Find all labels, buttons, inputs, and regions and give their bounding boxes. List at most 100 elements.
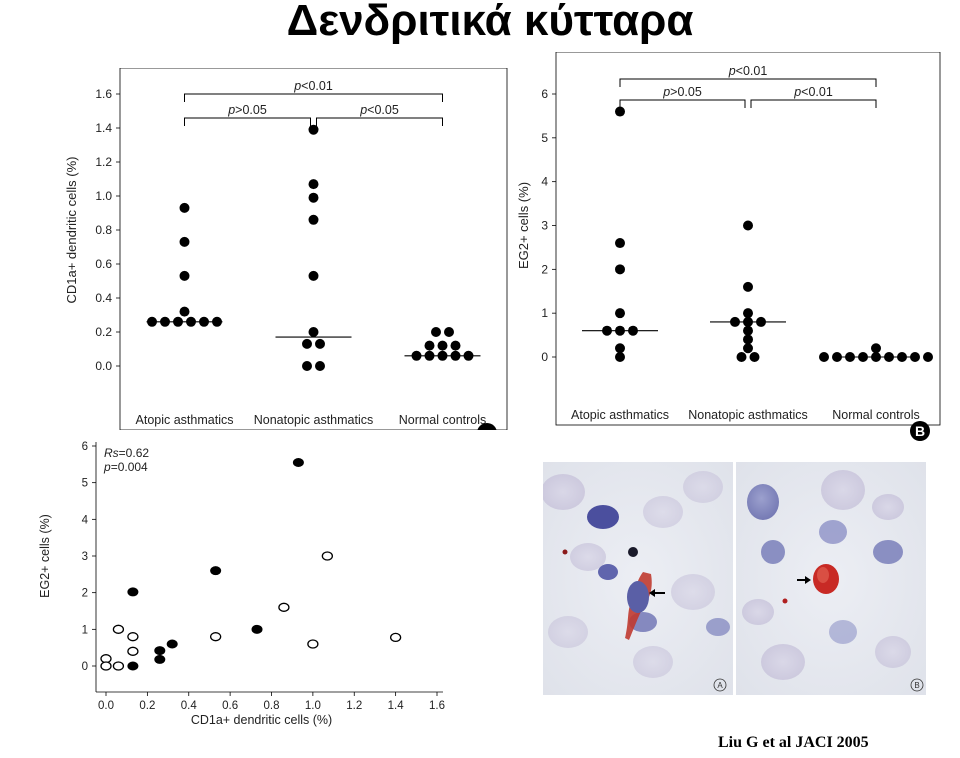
x-tick-label: 1.0 bbox=[305, 700, 321, 712]
x-tick-label: 0.4 bbox=[181, 700, 198, 712]
data-point bbox=[743, 220, 753, 231]
data-point bbox=[832, 352, 842, 362]
arrow-head bbox=[805, 576, 811, 584]
data-point-open bbox=[321, 551, 334, 561]
panel-c-correlation-chart: 0 1 2 3 4 5 6 0.0 0.2 0.4 0.6 0.8 1.0 1.2 1.4 1.6 CD1a+ … bbox=[30, 437, 460, 753]
significance-bracket bbox=[619, 78, 877, 87]
cell bbox=[633, 646, 673, 678]
data-point-filled bbox=[210, 566, 222, 576]
x-tick-label: 0.0 bbox=[98, 700, 114, 712]
y-tick-label: 0.4 bbox=[95, 291, 112, 305]
y-tick-label: 1.2 bbox=[95, 155, 112, 169]
y-tick-label: 0.0 bbox=[95, 359, 112, 373]
data-point bbox=[315, 361, 325, 371]
significance-label: p>0.05 bbox=[227, 103, 267, 117]
y-tick-label: 0.2 bbox=[95, 325, 112, 339]
data-point bbox=[871, 343, 881, 354]
panel-b-eg2-chart: 0 1 2 3 4 5 6 EG2+ cells (%) Atopic asthmatics No… bbox=[512, 51, 942, 442]
cell bbox=[747, 484, 779, 520]
panel-b-svg: 0 1 2 3 4 5 6 EG2+ cells (%) Atopic asthmatics No… bbox=[516, 51, 941, 441]
data-point bbox=[308, 214, 319, 225]
y-tick-label: 6 bbox=[541, 87, 548, 101]
cell bbox=[541, 474, 585, 510]
data-point bbox=[308, 327, 319, 337]
x-tick-label: 1.6 bbox=[429, 700, 445, 712]
data-point bbox=[437, 340, 448, 351]
panel-badge-label: B bbox=[915, 423, 925, 439]
data-point-open bbox=[307, 639, 319, 649]
micrograph-svg: A B bbox=[541, 462, 926, 695]
panel-badge bbox=[910, 421, 930, 441]
data-point bbox=[308, 192, 319, 203]
data-point bbox=[743, 325, 753, 336]
cell bbox=[821, 470, 865, 510]
y-tick-label: 0 bbox=[541, 350, 548, 364]
y-tick-label: 0.8 bbox=[95, 223, 112, 237]
y-tick-label: 1.6 bbox=[95, 87, 112, 101]
cell bbox=[706, 618, 730, 636]
data-point bbox=[615, 264, 625, 275]
significance-bracket bbox=[184, 117, 311, 126]
data-point bbox=[308, 270, 319, 281]
data-point bbox=[179, 270, 190, 281]
category-label: Normal controls bbox=[832, 408, 920, 422]
significance-bracket bbox=[184, 93, 443, 102]
x-tick-label: 0.8 bbox=[264, 700, 280, 712]
cell bbox=[829, 620, 857, 644]
micrograph-left-label: A bbox=[717, 681, 723, 690]
data-point-filled bbox=[292, 458, 304, 467]
eosinophil-core bbox=[817, 567, 829, 583]
data-point bbox=[743, 308, 753, 319]
data-point bbox=[743, 343, 753, 354]
y-tick-label: 3 bbox=[82, 551, 88, 563]
data-point bbox=[615, 308, 625, 319]
panel-label-circle bbox=[713, 678, 727, 692]
data-point bbox=[615, 238, 625, 249]
data-point bbox=[736, 352, 747, 362]
y-axis-label: EG2+ cells (%) bbox=[516, 182, 531, 269]
x-tick-label: 0.2 bbox=[139, 700, 155, 712]
stat-annotation: Rs=0.62 bbox=[104, 446, 149, 460]
panel-a-svg: 0.0 0.2 0.4 0.6 0.8 1.0 1.2 1.4 1.6 CD1a+ dendrit… bbox=[64, 67, 508, 433]
x-tick-label: 1.2 bbox=[346, 700, 362, 712]
x-tick-label: 0.6 bbox=[222, 700, 238, 712]
panel-a-cd1a-chart: 0.0 0.2 0.4 0.6 0.8 1.0 1.2 1.4 1.6 CD1a+ dendrit… bbox=[62, 67, 510, 433]
data-point bbox=[615, 352, 625, 362]
panel-label-circle bbox=[910, 678, 924, 692]
cell bbox=[598, 564, 618, 580]
category-label: Nonatopic asthmatics bbox=[254, 413, 374, 427]
citation: Liu G et al JACI 2005 bbox=[718, 734, 869, 751]
x-axis-label: CD1a+ dendritic cells (%) bbox=[191, 713, 332, 727]
data-point bbox=[450, 340, 461, 351]
data-point bbox=[302, 361, 312, 371]
data-point bbox=[819, 352, 829, 362]
y-tick-label: 1.0 bbox=[95, 189, 112, 203]
data-point bbox=[749, 352, 760, 362]
data-point bbox=[910, 352, 920, 362]
cell bbox=[643, 496, 683, 528]
cell bbox=[761, 644, 805, 680]
data-point-open bbox=[209, 632, 222, 642]
cell bbox=[587, 505, 619, 529]
data-point-filled bbox=[251, 624, 263, 634]
data-point-open bbox=[112, 624, 125, 634]
panel-c-svg: 0 1 2 3 4 5 6 0.0 0.2 0.4 0.6 0.8 1.0 1.2 1.4 1.6 CD1a+ … bbox=[38, 441, 445, 727]
data-point bbox=[179, 202, 190, 213]
cell bbox=[570, 543, 606, 571]
y-tick-label: 4 bbox=[82, 514, 89, 526]
data-point bbox=[444, 327, 454, 337]
significance-label: p<0.01 bbox=[293, 79, 333, 93]
y-tick-label: 5 bbox=[541, 131, 548, 145]
stat-annotation: p=0.004 bbox=[103, 460, 148, 474]
cell bbox=[819, 520, 847, 544]
data-point bbox=[615, 343, 625, 354]
data-point bbox=[424, 340, 435, 351]
cell bbox=[761, 540, 785, 564]
data-point-filled bbox=[154, 654, 166, 664]
y-tick-label: 1 bbox=[541, 306, 548, 320]
cell bbox=[873, 540, 903, 564]
data-point-open bbox=[278, 602, 290, 612]
cell bbox=[548, 616, 588, 648]
y-tick-label: 3 bbox=[541, 219, 548, 233]
data-point-open bbox=[127, 632, 139, 642]
